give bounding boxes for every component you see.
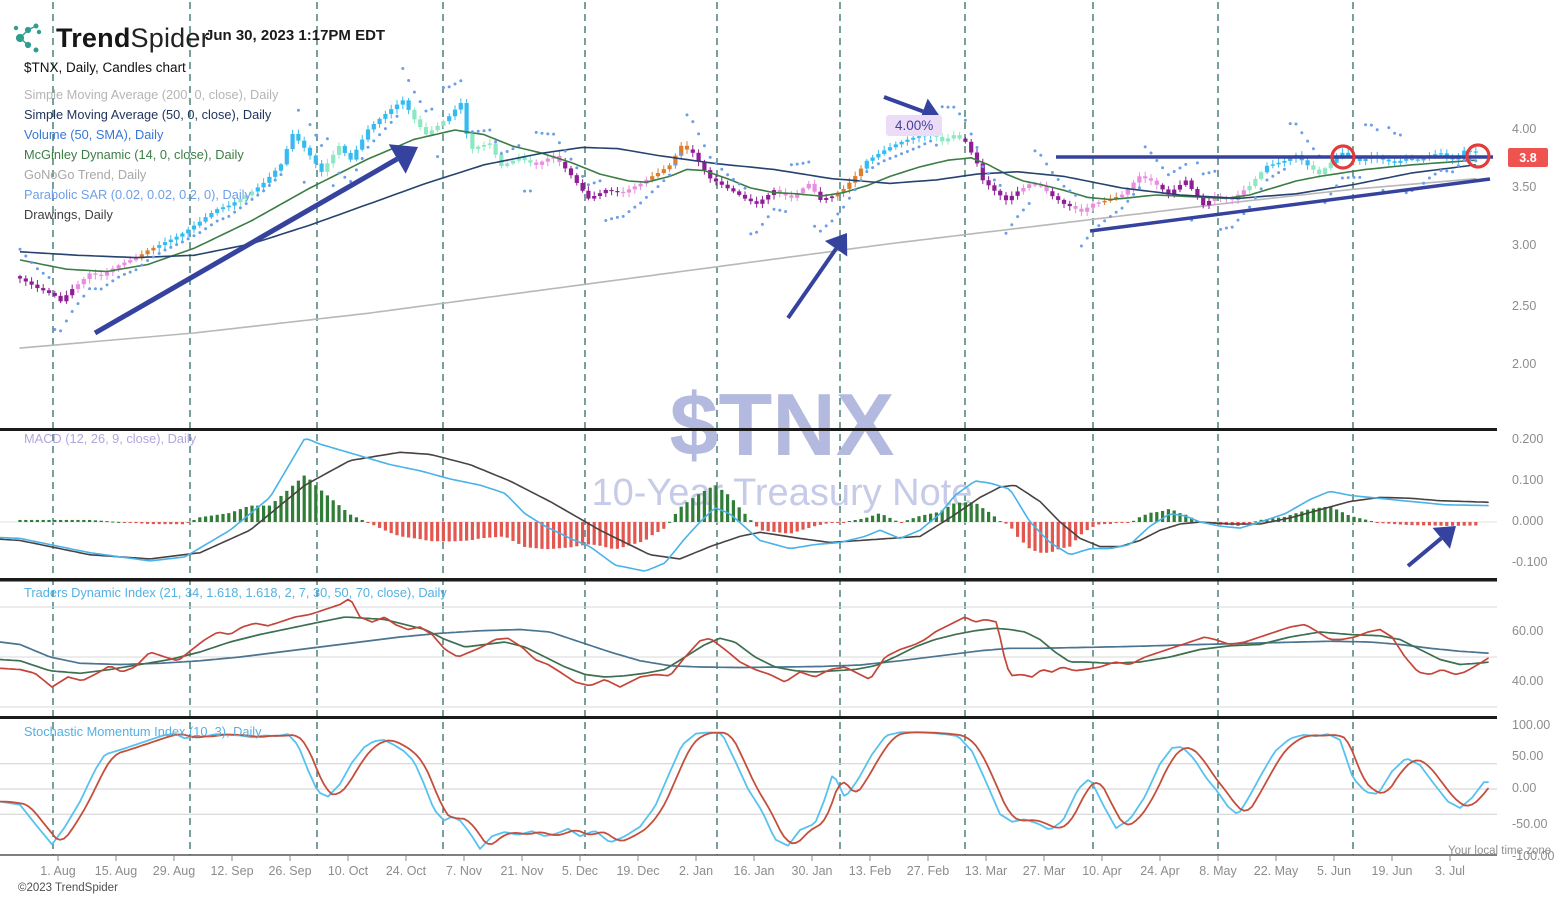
x-axis-tick-label[interactable]: 13. Feb — [848, 864, 892, 878]
macd-histogram — [18, 475, 1478, 553]
symbol-summary[interactable]: $TNX, Daily, Candles chart — [24, 60, 186, 75]
x-axis-tick-label[interactable]: 27. Mar — [1022, 864, 1066, 878]
indicator-label[interactable]: Drawings, Daily — [24, 207, 113, 222]
indicator-label[interactable]: McGinley Dynamic (14, 0, close), Daily — [24, 147, 244, 162]
smi-pane-label[interactable]: Stochastic Momentum Index (10, 3), Daily — [24, 724, 262, 739]
x-axis-tick-label[interactable]: 8. May — [1199, 864, 1237, 878]
x-axis-tick-label[interactable]: 5. Dec — [561, 864, 599, 878]
y-axis-tick-label[interactable]: 0.000 — [1512, 514, 1544, 528]
y-axis-tick-label[interactable]: 0.100 — [1512, 473, 1544, 487]
y-axis-tick-label[interactable]: 3.00 — [1512, 238, 1537, 252]
y-axis-tick-label[interactable]: 0.200 — [1512, 432, 1544, 446]
x-axis-tick-label[interactable]: 2. Jan — [678, 864, 714, 878]
indicator-label[interactable]: Simple Moving Average (50, 0, close), Da… — [24, 107, 272, 122]
indicator-label[interactable]: Simple Moving Average (200, 0, close), D… — [24, 87, 279, 102]
tdi-pane-label[interactable]: Traders Dynamic Index (21, 34, 1.618, 1.… — [24, 585, 447, 600]
drawing-annotations — [93, 95, 1493, 568]
y-axis-tick-label[interactable]: -0.100 — [1512, 555, 1548, 569]
x-axis-tick-label[interactable]: 26. Sep — [268, 864, 312, 878]
indicator-legend: Simple Moving Average (200, 0, close), D… — [24, 85, 278, 225]
sma50-line — [19, 146, 1476, 259]
copyright-note: ©2023 TrendSpider — [18, 882, 118, 894]
x-axis-tick-label[interactable]: 13. Mar — [964, 864, 1008, 878]
x-axis-tick-label[interactable]: 12. Sep — [210, 864, 254, 878]
x-axis-tick-label[interactable]: 1. Aug — [40, 864, 76, 878]
timezone-note[interactable]: Your local time zone — [1448, 845, 1552, 857]
x-axis-tick-label[interactable]: 16. Jan — [733, 864, 775, 878]
indicator-label[interactable]: Parabolic SAR (0.02, 0.02, 0.2, 0), Dail… — [24, 187, 251, 202]
x-axis-tick-label[interactable]: 15. Aug — [94, 864, 138, 878]
y-axis-tick-label[interactable]: 3.50 — [1512, 180, 1537, 194]
x-axis-tick-label[interactable]: 10. Oct — [327, 864, 369, 878]
x-axis-tick-label[interactable]: 24. Oct — [385, 864, 427, 878]
y-axis-tick-label[interactable]: 100.00 — [1512, 718, 1551, 732]
logo[interactable]: TrendSpider — [12, 20, 210, 56]
tdi-rsi-line — [0, 598, 1489, 688]
x-axis-tick-label[interactable]: 5. Jun — [1316, 864, 1352, 878]
svg-text:10-Year Treasury Note: 10-Year Treasury Note — [592, 472, 973, 514]
y-axis-tick-label[interactable]: 50.00 — [1512, 749, 1544, 763]
y-axis-tick-label[interactable]: 2.00 — [1512, 357, 1537, 371]
candlestick-layer — [17, 96, 1478, 304]
x-axis-tick-label[interactable]: 24. Apr — [1140, 864, 1180, 878]
chart-timestamp: Jun 30, 2023 1:17PM EDT — [205, 27, 386, 44]
parabolic-sar-dots — [18, 67, 1478, 333]
x-axis-tick-label[interactable]: 21. Nov — [500, 864, 544, 878]
pane-separators — [0, 428, 1497, 719]
y-axis-tick-label[interactable]: 40.00 — [1512, 674, 1544, 688]
macd-pane-label[interactable]: MACD (12, 26, 9, close), Daily — [24, 431, 197, 446]
x-axis-tick-label[interactable]: 10. Apr — [1082, 864, 1122, 878]
smi-k-line — [0, 731, 1489, 850]
x-axis-tick-label[interactable]: 27. Feb — [906, 864, 950, 878]
svg-text:$TNX: $TNX — [670, 375, 895, 474]
x-axis-tick-label[interactable]: 19. Jun — [1371, 864, 1413, 878]
y-axis-tick-label[interactable]: 0.00 — [1512, 781, 1537, 795]
x-axis-tick-label[interactable]: 3. Jul — [1435, 864, 1465, 878]
y-axis-tick-label[interactable]: -100.00 — [1512, 849, 1555, 863]
x-axis-tick-label[interactable]: 29. Aug — [152, 864, 196, 878]
trendspider-logo-icon — [13, 23, 42, 53]
y-axis-tick-label[interactable]: 4.00 — [1512, 122, 1537, 136]
indicator-label[interactable]: Volume (50, SMA), Daily — [24, 127, 164, 142]
sma200-line — [19, 177, 1477, 349]
x-axis-tick-label[interactable]: 19. Dec — [616, 864, 660, 878]
x-axis-tick-label[interactable]: 7. Nov — [445, 864, 483, 878]
tdi-signal-line — [0, 616, 1489, 678]
x-axis — [0, 854, 1497, 861]
x-axis-tick-label[interactable]: 22. May — [1253, 864, 1299, 878]
price-annotation-4-percent[interactable]: 4.00% — [886, 115, 943, 136]
smi-d-line — [0, 731, 1489, 845]
y-axis-tick-label[interactable]: -50.00 — [1512, 817, 1548, 831]
indicator-label[interactable]: GoNoGo Trend, Daily — [24, 167, 147, 182]
macd-line — [0, 438, 1489, 572]
y-axis-tick-label[interactable]: 2.50 — [1512, 299, 1537, 313]
macd-signal-line — [0, 451, 1489, 560]
x-axis-tick-label[interactable]: 30. Jan — [791, 864, 833, 878]
logo-text: TrendSpider — [56, 22, 210, 53]
last-price-badge: 3.8 — [1508, 148, 1548, 167]
y-axis-tick-label[interactable]: 60.00 — [1512, 624, 1544, 638]
